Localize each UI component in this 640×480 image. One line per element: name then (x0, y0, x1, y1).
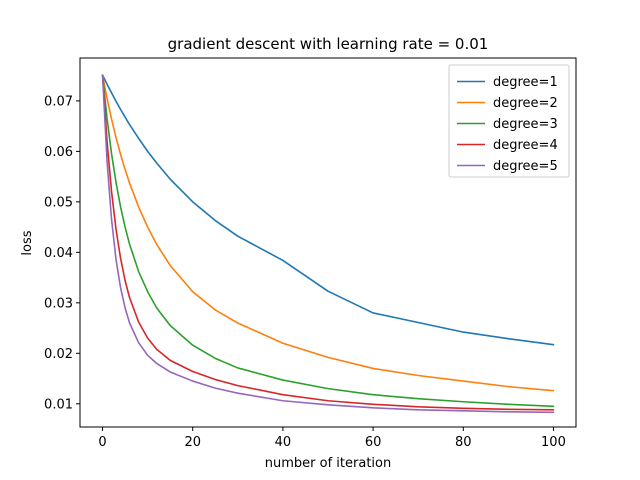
legend-label: degree=4 (493, 138, 558, 153)
x-tick-label: 100 (541, 435, 566, 450)
x-tick-label: 40 (275, 435, 292, 450)
legend-label: degree=2 (493, 96, 558, 111)
y-axis: 0.01 0.02 0.03 0.04 0.05 0.06 0.07 (44, 94, 80, 412)
x-tick-label: 60 (365, 435, 382, 450)
y-tick-label: 0.05 (44, 195, 73, 210)
series-layer (101, 74, 555, 414)
x-tick-label: 80 (455, 435, 472, 450)
chart-title: gradient descent with learning rate = 0.… (168, 35, 489, 53)
legend-label: degree=5 (493, 159, 558, 174)
legend-label: degree=3 (493, 117, 558, 132)
y-axis-label: loss (20, 230, 35, 255)
series-line-5 (101, 74, 555, 414)
series-line-1 (101, 74, 555, 346)
x-axis-label: number of iteration (265, 456, 391, 471)
y-tick-label: 0.02 (44, 347, 73, 362)
legend: degree=1 degree=2 degree=3 degree=4 degree=5 (448, 64, 570, 178)
y-tick-label: 0.04 (44, 246, 73, 261)
series-line-3 (101, 74, 555, 408)
legend-label: degree=1 (493, 75, 558, 90)
x-tick-label: 0 (98, 435, 106, 450)
plot-frame (79, 57, 577, 428)
legend-box (448, 64, 570, 178)
y-tick-label: 0.01 (44, 397, 73, 412)
series-line-4 (101, 74, 555, 411)
y-tick-label: 0.06 (44, 145, 73, 160)
x-tick-label: 20 (184, 435, 201, 450)
y-tick-label: 0.03 (44, 296, 73, 311)
series-line-2 (101, 74, 555, 392)
x-axis: 0 20 40 60 80 100 (98, 427, 566, 450)
y-tick-label: 0.07 (44, 94, 73, 109)
